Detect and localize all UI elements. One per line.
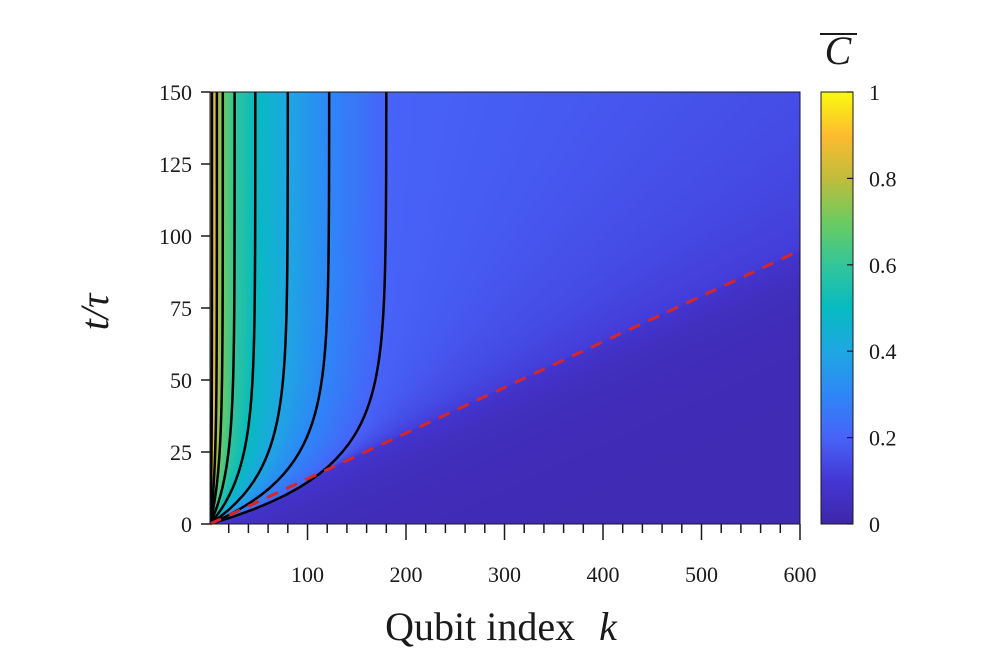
colorbar-gradient xyxy=(820,91,854,525)
contour-line xyxy=(210,92,236,524)
contour-line xyxy=(210,92,388,524)
y-tick-label: 25 xyxy=(170,440,192,465)
contour-line xyxy=(210,92,219,524)
colorbar-ticks: 0 0.2 0.4 0.6 0.8 1 xyxy=(847,80,897,537)
x-axis: 100 200 300 400 500 600 xyxy=(227,524,817,587)
x-tick-label: 100 xyxy=(291,562,324,587)
x-axis-title: Qubit index k xyxy=(385,604,618,649)
y-axis-title: t/τ xyxy=(72,292,117,330)
colorbar: 0 0.2 0.4 0.6 0.8 1 C xyxy=(820,28,897,537)
x-tick-label: 500 xyxy=(685,562,718,587)
y-tick-label: 150 xyxy=(159,80,192,105)
y-tick-label: 50 xyxy=(170,368,192,393)
colorbar-title: C xyxy=(825,28,853,73)
y-tick-label: 100 xyxy=(159,224,192,249)
contour-line xyxy=(210,92,257,524)
contour-line xyxy=(210,92,290,524)
x-axis-title-text: Qubit index xyxy=(385,604,575,649)
contour-lines xyxy=(210,92,388,524)
x-tick-label: 400 xyxy=(587,562,620,587)
x-tick-label: 200 xyxy=(390,562,423,587)
contour-line xyxy=(210,92,214,524)
x-tick-label: 300 xyxy=(488,562,521,587)
plot-area xyxy=(209,91,801,526)
light-cone-line xyxy=(209,249,801,526)
colorbar-tick-label: 0.8 xyxy=(869,166,897,191)
contour-line xyxy=(210,92,331,524)
y-tick-label: 0 xyxy=(181,512,192,537)
y-tick-label: 125 xyxy=(159,152,192,177)
y-axis: 0 25 50 75 100 125 150 xyxy=(159,80,210,537)
x-axis-title-var: k xyxy=(599,604,618,649)
colorbar-tick-label: 0.2 xyxy=(869,426,897,451)
y-tick-label: 75 xyxy=(170,296,192,321)
heatmap-surface xyxy=(210,92,800,524)
colorbar-tick-label: 0.6 xyxy=(869,253,897,278)
colorbar-tick-label: 0 xyxy=(869,512,880,537)
contour-line xyxy=(210,92,225,524)
colorbar-tick-label: 0.4 xyxy=(869,339,897,364)
colorbar-tick-label: 1 xyxy=(869,80,880,105)
x-tick-label: 600 xyxy=(784,562,817,587)
